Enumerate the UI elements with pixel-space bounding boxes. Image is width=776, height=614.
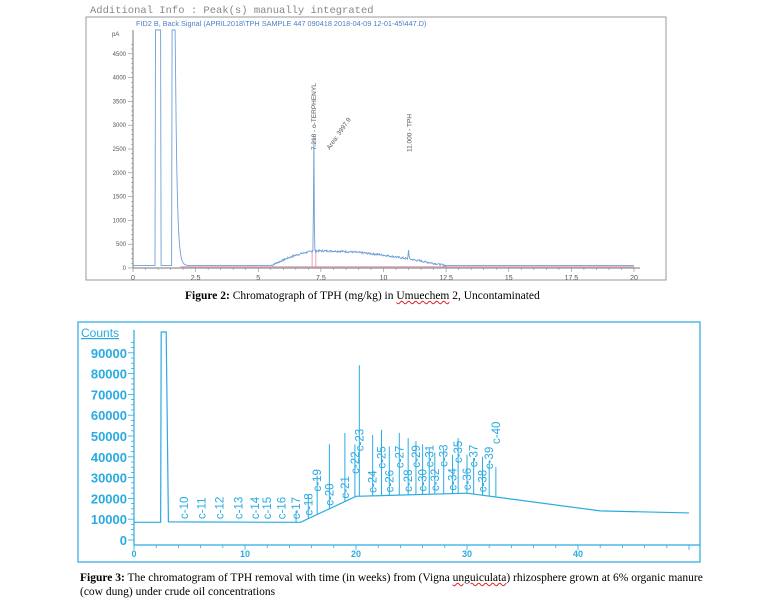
- peak-label-c-10: c-10: [179, 497, 191, 519]
- peak-label-c-16: c-16: [277, 497, 289, 519]
- peak-label-c-35: c-35: [453, 441, 465, 463]
- x-tick-label: 20: [630, 275, 638, 282]
- peak-label-c-27: c-27: [394, 446, 406, 468]
- baseline-trace: [134, 331, 690, 523]
- peak-label-c-17: c-17: [291, 497, 303, 519]
- peak-label-c-36: c-36: [462, 468, 474, 490]
- figure3-caption-text2: ) rhizosphere grown at 6% organic manure: [506, 572, 703, 584]
- y-tick-label: 1500: [113, 195, 127, 201]
- x-tick-label: 5: [256, 275, 260, 282]
- signal-trace: [133, 29, 634, 268]
- figure3-caption-label: Figure 3:: [80, 572, 125, 584]
- figure2-caption: Figure 2: Chromatograph of TPH (mg/kg) i…: [185, 289, 540, 303]
- peak-label-c-30: c-30: [418, 469, 430, 491]
- peak-label-c-33: c-33: [439, 444, 451, 466]
- peak-label-c-23: c-23: [354, 429, 366, 451]
- x-tick-label: 10: [380, 275, 388, 282]
- peak-label-c-38: c-38: [478, 470, 490, 492]
- y-tick-label: 4500: [113, 52, 127, 58]
- figure3-chromatogram: Counts 0 10000 20000 30000 40000 50000 60000 70…: [77, 321, 701, 563]
- figure3-caption-species: unguiculata: [452, 572, 507, 584]
- peak-label-c-25: c-25: [377, 446, 389, 468]
- figure3-frame: [77, 321, 701, 563]
- peak-label-c-11: c-11: [197, 497, 209, 519]
- peak-label-c-24: c-24: [368, 470, 380, 493]
- peak-area-label: Area: 3997.9: [326, 116, 353, 151]
- x-tick-label: 2.5: [191, 275, 201, 282]
- y-tick-label: 90000: [91, 346, 127, 361]
- peak-label-c-40: c-40: [491, 422, 503, 444]
- y-tick-label: 3500: [113, 99, 127, 105]
- peak-label-c-14: c-14: [250, 496, 262, 519]
- figure2-ylabel: pA: [112, 32, 119, 38]
- figure3-caption-line2: (cow dung) under crude oil concentration…: [80, 586, 276, 598]
- y-tick-label: 1000: [113, 218, 127, 224]
- peak-label-c-31: c-31: [424, 445, 436, 467]
- peak-label-c-37: c-37: [469, 445, 481, 467]
- x-tick-label: 12.5: [439, 275, 453, 282]
- x-tick-label: 0: [131, 275, 135, 282]
- x-tick-label: 17.5: [565, 275, 579, 282]
- peak-label-c-26: c-26: [384, 470, 396, 492]
- x-tick-label: 40: [573, 549, 583, 559]
- x-tick-label: 7.5: [316, 275, 326, 282]
- peak-label-c-13: c-13: [233, 497, 245, 519]
- y-tick-label: 60000: [91, 408, 127, 423]
- peak-label-c-12: c-12: [214, 497, 226, 519]
- peak-label-c-22: c-22: [350, 451, 362, 473]
- figure3-caption: Figure 3: The chromatogram of TPH remova…: [80, 571, 770, 599]
- figure3-ylabel: Counts: [81, 326, 119, 340]
- y-tick-label: 40000: [91, 450, 127, 465]
- y-tick-label: 70000: [91, 387, 127, 402]
- x-tick-label: 10: [240, 549, 250, 559]
- y-tick-label: 30000: [91, 471, 127, 486]
- x-tick-label: 0: [131, 549, 136, 559]
- figure2-caption-label: Figure 2:: [185, 290, 230, 302]
- y-tick-label: 2000: [113, 171, 127, 177]
- figure2-caption-text: Chromatograph of TPH (mg/kg) in: [229, 290, 397, 302]
- peak-label-c-28: c-28: [403, 469, 415, 491]
- peak-label-c-39: c-39: [484, 447, 496, 469]
- figure2-caption-place: Umuechem: [396, 290, 450, 302]
- peak-label-c-15: c-15: [262, 497, 274, 519]
- peak-label-c-21: c-21: [340, 476, 352, 498]
- figure2-caption-tail: 2, Uncontaminated: [449, 290, 540, 302]
- y-tick-label: 3000: [113, 123, 127, 129]
- peak-label-c-29: c-29: [411, 445, 423, 467]
- figure2-frame: [85, 16, 667, 281]
- y-tick-label: 500: [116, 242, 127, 248]
- y-tick-label: 0: [120, 533, 127, 548]
- y-tick-label: 80000: [91, 367, 127, 382]
- x-tick-label: 20: [351, 549, 361, 559]
- y-tick-label: 10000: [91, 512, 127, 527]
- y-tick-label: 4000: [113, 76, 127, 82]
- peak-label-c-18: c-18: [303, 493, 315, 515]
- figure2-header: Additional Info : Peak(s) manually integ…: [90, 5, 374, 17]
- y-tick-label: 20000: [91, 491, 127, 506]
- y-tick-label: 0: [123, 266, 127, 272]
- peak-label-terphenyl: 7.218 - o-TERPHENYL: [311, 83, 318, 150]
- peak-label-c-32: c-32: [430, 469, 442, 491]
- x-tick-label: 30: [462, 549, 472, 559]
- peak-label-c-34: c-34: [448, 468, 460, 491]
- y-tick-label: 2500: [113, 147, 127, 153]
- figure2-title: FID2 B, Back Signal (APRIL2018\TPH SAMPL…: [136, 19, 426, 28]
- peak-label-c-19: c-19: [312, 469, 324, 491]
- figure3-caption-text1: The chromatogram of TPH removal with tim…: [124, 572, 453, 584]
- peak-label-tph: 11.000 - TPH: [407, 114, 414, 152]
- peak-label-c-20: c-20: [324, 483, 336, 505]
- y-tick-label: 50000: [91, 429, 127, 444]
- figure2-chromatogram: Additional Info : Peak(s) manually integ…: [85, 5, 667, 282]
- x-tick-label: 15: [505, 275, 513, 282]
